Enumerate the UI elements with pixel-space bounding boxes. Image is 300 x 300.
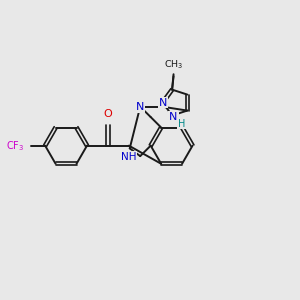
Text: CH$_3$: CH$_3$ bbox=[164, 59, 184, 71]
Text: N: N bbox=[169, 112, 178, 122]
Text: CF$_3$: CF$_3$ bbox=[6, 139, 24, 152]
Text: O: O bbox=[103, 110, 112, 119]
Text: H: H bbox=[178, 119, 185, 129]
Text: N: N bbox=[158, 98, 167, 108]
Text: NH: NH bbox=[121, 152, 136, 162]
Text: N: N bbox=[136, 102, 144, 112]
